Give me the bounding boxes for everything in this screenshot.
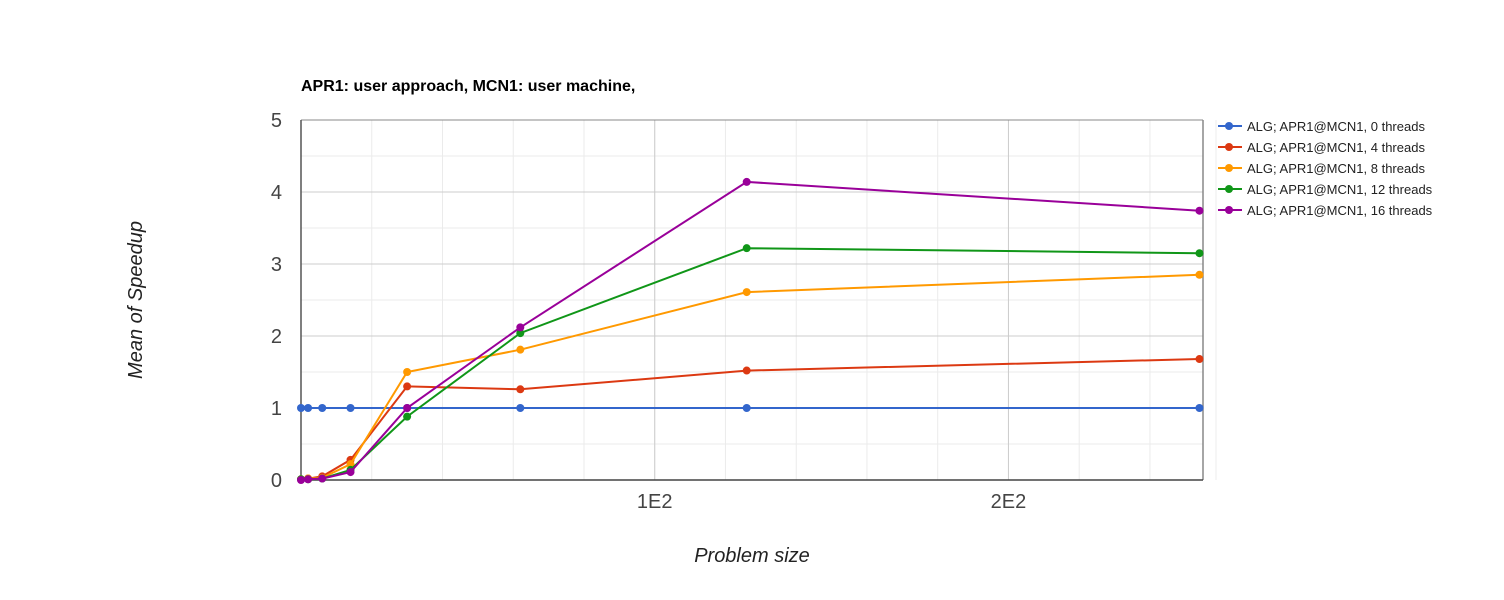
data-point <box>1195 270 1204 279</box>
legend-label: ALG; APR1@MCN1, 16 threads <box>1247 203 1433 218</box>
y-tick-label: 2 <box>271 326 282 348</box>
y-tick-label: 4 <box>271 182 282 204</box>
legend-label: ALG; APR1@MCN1, 4 threads <box>1247 140 1425 155</box>
legend-item: ALG; APR1@MCN1, 4 threads <box>1218 140 1425 155</box>
data-point <box>403 412 412 421</box>
legend-label: ALG; APR1@MCN1, 12 threads <box>1247 182 1433 197</box>
legend-label: ALG; APR1@MCN1, 8 threads <box>1247 161 1425 176</box>
series-lines <box>297 177 1204 484</box>
legend-marker <box>1225 206 1233 214</box>
data-point <box>742 404 751 412</box>
data-point <box>346 468 355 477</box>
series-line-2 <box>300 273 1200 481</box>
series-line-4 <box>300 180 1200 481</box>
legend-marker <box>1225 122 1233 130</box>
legend: ALG; APR1@MCN1, 0 threads ALG; APR1@MCN1,… <box>1218 119 1433 218</box>
y-tick-label: 5 <box>271 110 282 132</box>
data-point <box>297 404 305 412</box>
legend-item: ALG; APR1@MCN1, 0 threads <box>1218 119 1425 134</box>
y-tick-label: 3 <box>271 254 282 276</box>
data-point <box>742 244 751 253</box>
data-point <box>403 368 412 376</box>
data-point <box>318 404 327 412</box>
data-point <box>346 460 355 469</box>
data-point <box>346 404 355 412</box>
legend-marker <box>1225 143 1233 151</box>
series-line-1 <box>300 358 1200 481</box>
y-tick-label: 1 <box>271 398 282 420</box>
data-point <box>1195 206 1204 215</box>
data-point <box>1195 355 1204 364</box>
data-point <box>516 345 525 354</box>
data-point <box>516 404 525 412</box>
data-point <box>742 366 751 375</box>
y-tick-label: 0 <box>271 470 282 492</box>
data-point <box>297 476 305 484</box>
data-point <box>516 329 525 338</box>
data-point <box>1195 249 1204 258</box>
x-axis-title: Problem size <box>694 545 810 567</box>
x-tick-label: 1E2 <box>637 491 673 513</box>
data-point <box>742 177 751 186</box>
x-tick-label: 2E2 <box>991 491 1027 513</box>
chart-title: APR1: user approach, MCN1: user machine, <box>301 78 635 95</box>
axes: 0 1 2 3 4 5 1E2 2E2 <box>271 110 1217 513</box>
series-line-3 <box>301 247 1200 481</box>
legend-item: ALG; APR1@MCN1, 8 threads <box>1218 161 1425 176</box>
legend-marker <box>1225 185 1233 193</box>
legend-item: ALG; APR1@MCN1, 12 threads <box>1218 182 1433 197</box>
data-point <box>742 288 751 297</box>
legend-marker <box>1225 164 1233 172</box>
data-point <box>403 404 412 412</box>
data-point <box>304 404 313 412</box>
legend-item: ALG; APR1@MCN1, 16 threads <box>1218 203 1433 218</box>
data-point <box>516 323 525 332</box>
data-point <box>304 475 313 484</box>
grid <box>301 119 1203 480</box>
data-point <box>1195 404 1204 412</box>
data-point <box>516 385 525 394</box>
data-point <box>403 382 412 391</box>
data-point <box>318 474 327 483</box>
legend-label: ALG; APR1@MCN1, 0 threads <box>1247 119 1425 134</box>
y-axis-title: Mean of Speedup <box>125 221 147 379</box>
